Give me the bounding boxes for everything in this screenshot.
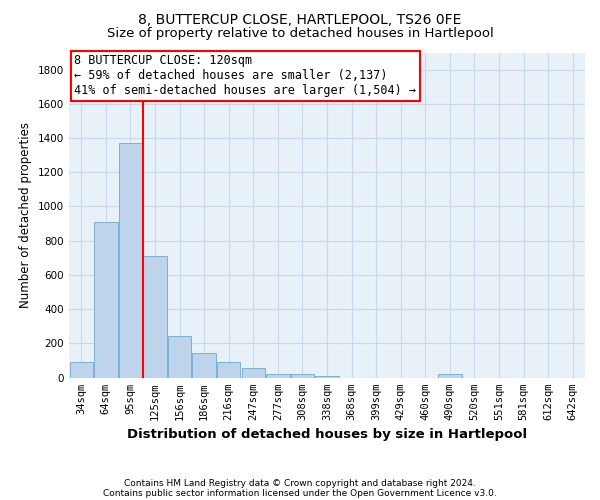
Text: 8, BUTTERCUP CLOSE, HARTLEPOOL, TS26 0FE: 8, BUTTERCUP CLOSE, HARTLEPOOL, TS26 0FE xyxy=(139,12,461,26)
Bar xyxy=(94,222,118,378)
Bar xyxy=(242,368,265,378)
Bar xyxy=(291,374,314,378)
Bar xyxy=(70,362,93,378)
Bar xyxy=(168,336,191,378)
Bar xyxy=(316,376,338,378)
Bar xyxy=(143,256,167,378)
Bar xyxy=(217,362,241,378)
Bar xyxy=(438,374,461,378)
X-axis label: Distribution of detached houses by size in Hartlepool: Distribution of detached houses by size … xyxy=(127,428,527,441)
Text: Contains public sector information licensed under the Open Government Licence v3: Contains public sector information licen… xyxy=(103,488,497,498)
Text: 8 BUTTERCUP CLOSE: 120sqm
← 59% of detached houses are smaller (2,137)
41% of se: 8 BUTTERCUP CLOSE: 120sqm ← 59% of detac… xyxy=(74,54,416,97)
Y-axis label: Number of detached properties: Number of detached properties xyxy=(19,122,32,308)
Text: Contains HM Land Registry data © Crown copyright and database right 2024.: Contains HM Land Registry data © Crown c… xyxy=(124,478,476,488)
Bar xyxy=(193,352,216,378)
Bar xyxy=(119,143,142,378)
Bar xyxy=(266,374,290,378)
Text: Size of property relative to detached houses in Hartlepool: Size of property relative to detached ho… xyxy=(107,28,493,40)
